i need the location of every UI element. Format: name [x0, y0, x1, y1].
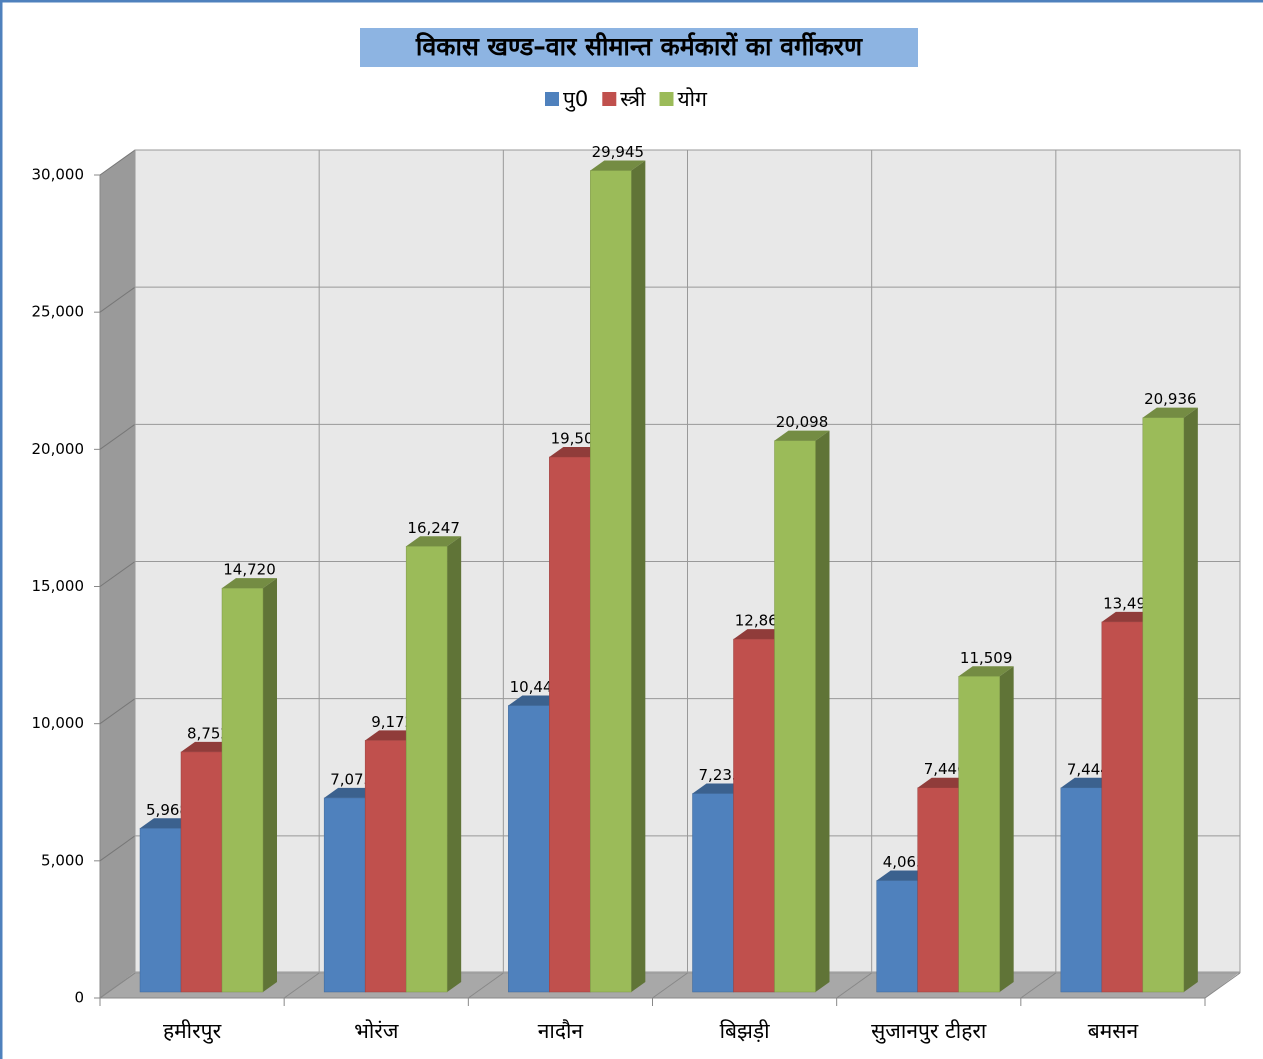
bar-top — [774, 430, 830, 441]
y-tick-label: 25,000 — [32, 303, 85, 321]
side-grid-line — [99, 149, 136, 176]
legend-swatch — [659, 92, 674, 106]
data-label: 9,172 — [371, 713, 414, 731]
bar — [733, 638, 775, 993]
bar-side — [447, 536, 462, 992]
x-tick-label: नादौन — [538, 1019, 584, 1043]
bar — [364, 740, 407, 993]
floor-divider — [1020, 972, 1057, 999]
data-label: 19,502 — [551, 429, 604, 447]
data-label: 11,509 — [960, 649, 1013, 667]
floor-divider — [1204, 972, 1241, 999]
legend-swatch — [602, 92, 617, 106]
y-tick-label: 20,000 — [32, 440, 85, 458]
bar-side — [263, 578, 277, 992]
x-tick-label: बिझड़ी — [720, 1019, 771, 1043]
legend-label: योग — [678, 87, 709, 111]
bar — [549, 456, 591, 993]
x-tick-label: भोरंज — [354, 1019, 399, 1043]
bar — [774, 440, 816, 993]
title-box — [360, 28, 918, 67]
data-label: 7,444 — [1067, 760, 1110, 778]
floor-divider — [652, 972, 688, 999]
bar — [323, 797, 366, 993]
bar-top — [406, 536, 462, 547]
bar — [1060, 787, 1103, 993]
y-tick-label: 30,000 — [32, 166, 85, 184]
side-grid-line — [99, 835, 136, 862]
side-grid-line — [99, 423, 136, 450]
y-tick-label: 5,000 — [41, 851, 84, 869]
bar — [508, 705, 550, 993]
data-label: 13,492 — [1103, 594, 1156, 612]
chart-title: विकास खण्ड–वार सीमान्त कर्मकारों का वर्ग… — [415, 32, 863, 61]
y-tick-label: 10,000 — [32, 714, 85, 732]
bar — [958, 676, 1000, 993]
y-tick-label: 0 — [74, 989, 84, 1007]
data-label: 8,752 — [187, 724, 230, 742]
data-label: 7,235 — [699, 766, 742, 784]
data-label: 16,247 — [407, 519, 460, 537]
data-label: 12,863 — [735, 612, 788, 630]
x-tick-label: बमसन — [1088, 1019, 1139, 1043]
legend-swatch — [545, 92, 559, 106]
bar — [139, 828, 182, 993]
floor-divider — [836, 972, 872, 999]
bar-side — [815, 430, 830, 992]
data-label: 20,098 — [776, 413, 829, 431]
bar-side — [1183, 407, 1198, 992]
bar-side — [999, 666, 1014, 992]
side-grid-line — [99, 286, 136, 313]
legend-label: पु0 — [563, 87, 588, 112]
bar-top — [958, 666, 1014, 677]
bar-top — [222, 578, 277, 589]
floor-divider — [99, 972, 136, 999]
data-label: 4,063 — [883, 853, 926, 871]
floor-divider — [468, 972, 504, 999]
data-label: 20,936 — [1144, 390, 1197, 408]
y-tick-label: 15,000 — [32, 577, 85, 595]
bar-top — [590, 160, 646, 171]
bar — [180, 751, 223, 993]
data-label: 5,968 — [146, 801, 189, 819]
side-grid-line — [99, 698, 136, 725]
bar — [405, 546, 448, 993]
bar — [1101, 621, 1144, 993]
floor-divider — [283, 972, 320, 999]
data-label: 29,945 — [592, 143, 645, 161]
bar-top — [1142, 407, 1198, 418]
bar — [1142, 417, 1185, 993]
bar — [590, 170, 632, 993]
data-label: 10,443 — [510, 678, 563, 696]
bar — [692, 793, 734, 993]
data-label: 7,446 — [924, 760, 967, 778]
side-grid-line — [99, 561, 136, 587]
bar — [876, 880, 918, 993]
bar-side — [631, 160, 646, 992]
x-tick-label: हमीरपुर — [163, 1019, 222, 1044]
legend-label: स्त्री — [620, 87, 646, 111]
data-label: 7,075 — [330, 770, 373, 788]
x-tick-label: सुजानपुर टीहरा — [871, 1019, 987, 1044]
bar — [917, 787, 959, 993]
data-label: 14,720 — [223, 561, 276, 579]
bar — [221, 587, 264, 993]
